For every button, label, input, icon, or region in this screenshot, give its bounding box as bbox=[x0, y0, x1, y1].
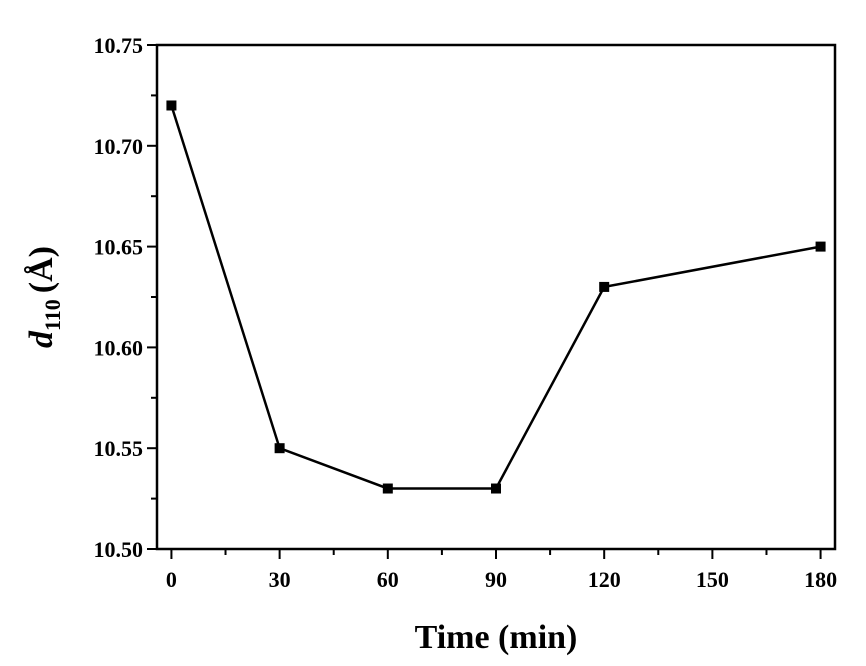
data-point bbox=[382, 483, 393, 494]
data-point bbox=[274, 443, 285, 454]
y-tick-label: 10.70 bbox=[94, 134, 144, 159]
y-tick-label: 10.50 bbox=[94, 537, 144, 562]
plot-frame bbox=[155, 43, 837, 551]
x-axis-title: Time (min) bbox=[415, 619, 578, 656]
data-point bbox=[599, 281, 610, 292]
y-axis-symbol: d bbox=[23, 330, 60, 348]
y-axis-ticks: 10.50 10.55 10.60 10.65 10.70 10.75 bbox=[94, 33, 157, 562]
y-tick-label: 10.75 bbox=[94, 33, 144, 58]
x-axis-ticks: 0 30 60 90 120 150 180 bbox=[166, 549, 837, 592]
y-axis-unit: (Å) bbox=[23, 246, 60, 293]
x-tick-label: 90 bbox=[485, 567, 507, 592]
series-layer bbox=[166, 100, 826, 494]
x-tick-label: 30 bbox=[269, 567, 291, 592]
series-line bbox=[170, 105, 821, 490]
y-tick-label: 10.65 bbox=[94, 235, 144, 260]
y-axis-title: d110 (Å) bbox=[23, 246, 65, 348]
y-axis-subscript: 110 bbox=[40, 299, 65, 331]
x-tick-label: 150 bbox=[696, 567, 729, 592]
x-tick-label: 0 bbox=[166, 567, 177, 592]
data-point bbox=[166, 100, 177, 111]
y-tick-label: 10.60 bbox=[94, 335, 144, 360]
data-point bbox=[491, 483, 501, 494]
x-tick-label: 120 bbox=[588, 567, 621, 592]
x-tick-label: 180 bbox=[804, 567, 837, 592]
x-tick-label: 60 bbox=[377, 567, 399, 592]
data-point bbox=[815, 241, 826, 252]
y-tick-label: 10.55 bbox=[94, 436, 144, 461]
